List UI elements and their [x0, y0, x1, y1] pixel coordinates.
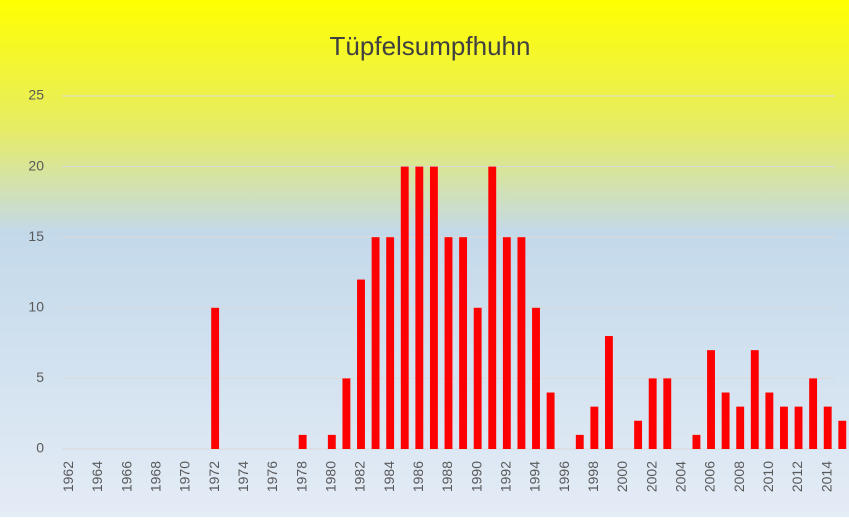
bar: [663, 378, 672, 449]
x-tick-label: 1988: [439, 461, 455, 492]
x-tick-label: 1992: [498, 461, 514, 492]
x-tick-label: 2010: [760, 461, 776, 492]
x-tick-label: 1976: [264, 461, 280, 492]
bar: [794, 406, 803, 449]
x-tick-label: 1964: [89, 461, 105, 492]
bar: [459, 237, 468, 449]
bar: [488, 166, 497, 449]
x-tick-label: 1980: [323, 461, 339, 492]
bar: [298, 434, 307, 449]
x-tick-label: 1990: [468, 461, 484, 492]
x-tick-label: 1966: [118, 461, 134, 492]
bar: [809, 378, 818, 449]
bar: [327, 434, 336, 449]
y-tick-label: 25: [28, 87, 44, 103]
y-tick-label: 10: [28, 299, 44, 315]
bar: [692, 434, 701, 449]
bar: [473, 307, 482, 449]
x-tick-label: 2008: [731, 461, 747, 492]
bar: [750, 350, 759, 449]
bar: [532, 307, 540, 449]
x-tick-label: 1994: [527, 461, 543, 492]
x-tick-label: 1978: [293, 461, 309, 492]
x-tick-label: 2006: [702, 461, 718, 492]
bar: [765, 392, 774, 449]
bar: [707, 350, 715, 449]
bar: [502, 237, 511, 449]
x-tick-label: 1968: [148, 461, 164, 492]
bar: [429, 166, 438, 449]
bar: [444, 237, 453, 449]
x-tick-label: 1970: [177, 461, 193, 492]
x-tick-label: 2000: [614, 461, 630, 492]
bar: [575, 434, 584, 449]
y-tick-label: 15: [28, 228, 44, 244]
bar: [721, 392, 730, 449]
y-tick-label: 0: [36, 440, 44, 456]
x-tick-label: 2014: [818, 461, 834, 492]
bar: [517, 237, 526, 449]
bar: [386, 237, 395, 449]
y-tick-label: 5: [36, 369, 44, 385]
x-tick-label: 2012: [789, 461, 805, 492]
bar: [590, 406, 599, 449]
chart-title: Tüpfelsumpfhuhn: [330, 31, 531, 61]
x-tick-label: 2002: [643, 461, 659, 492]
bar: [546, 392, 555, 449]
x-tick-label: 1962: [60, 461, 76, 492]
x-tick-label: 1982: [352, 461, 368, 492]
x-tick-label: 1996: [556, 461, 572, 492]
x-tick-label: 1998: [585, 461, 601, 492]
x-tick-label: 1986: [410, 461, 426, 492]
bar: [342, 378, 351, 449]
x-tick-label: 1984: [381, 461, 397, 492]
bar: [634, 420, 643, 449]
bar: [736, 406, 745, 449]
bar: [838, 420, 847, 449]
x-tick-label: 2004: [673, 461, 689, 492]
x-tick-label: 1972: [206, 461, 222, 492]
bar: [415, 166, 424, 449]
bar: [648, 378, 657, 449]
y-tick-label: 20: [28, 157, 44, 173]
bar: [604, 336, 613, 449]
bar: [400, 166, 409, 449]
bar: [357, 279, 365, 449]
bar: [371, 237, 380, 449]
bar: [211, 307, 220, 449]
x-tick-label: 1974: [235, 461, 251, 492]
bar: [780, 406, 788, 449]
bar: [823, 406, 832, 449]
